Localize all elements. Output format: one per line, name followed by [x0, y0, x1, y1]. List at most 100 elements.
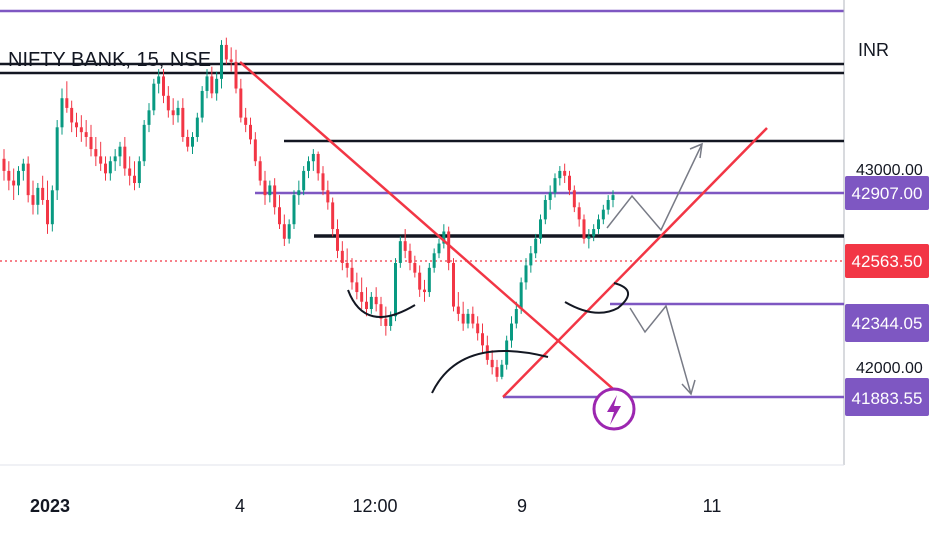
candle-down	[249, 124, 252, 140]
candles	[2, 37, 615, 382]
x-tick-2023: 2023	[30, 496, 70, 516]
candle-down	[224, 44, 228, 60]
candle-up	[205, 76, 209, 91]
candle-down	[403, 241, 407, 251]
candle-up	[50, 190, 54, 225]
candle-down	[360, 292, 364, 302]
candle-up	[510, 323, 513, 341]
candle-down	[273, 185, 277, 208]
x-tick-1200: 12:00	[352, 496, 397, 516]
candle-up	[548, 192, 552, 200]
candle-down	[476, 323, 480, 334]
candle-down	[31, 195, 35, 205]
candle-down	[79, 127, 83, 133]
candle-up	[152, 83, 156, 111]
candle-up	[432, 253, 436, 268]
candle-up	[195, 117, 199, 137]
candle-down	[452, 262, 455, 307]
candle-down	[379, 304, 383, 319]
candle-up	[398, 241, 402, 263]
candle-up	[606, 199, 610, 210]
candle-down	[408, 250, 412, 263]
candle-down	[229, 59, 233, 62]
candle-down	[481, 333, 484, 346]
candle-down	[316, 153, 320, 174]
candle-up	[311, 153, 315, 162]
candle-down	[65, 98, 69, 108]
price-label-support-text: 42344.05	[852, 314, 923, 333]
price-label-current: 42563.50	[845, 244, 929, 278]
bearish-arrow-head	[681, 379, 696, 396]
candle-down	[171, 110, 175, 116]
lightning-icon[interactable]	[592, 387, 636, 431]
symbol-title: NIFTY BANK, 15, NSE	[8, 49, 211, 71]
candle-up	[142, 124, 146, 162]
candle-down	[374, 296, 378, 305]
candle-up	[394, 262, 397, 317]
x-tick-9: 9	[517, 496, 527, 516]
candle-down	[253, 139, 257, 162]
candle-up	[601, 209, 605, 220]
bearish-projection-arrow	[629, 304, 692, 395]
candle-down	[582, 219, 586, 239]
candle-down	[123, 146, 127, 169]
x-tick-4: 4	[235, 496, 245, 516]
candle-up	[287, 224, 291, 239]
candle-down	[495, 367, 499, 377]
candle-up	[108, 161, 112, 174]
candle-up	[543, 199, 547, 220]
candle-down	[162, 76, 165, 96]
candle-down	[447, 231, 451, 263]
candle-down	[345, 262, 349, 268]
candle-up	[500, 364, 504, 377]
candle-up	[369, 296, 373, 310]
candle-up	[60, 98, 64, 128]
candle-up	[200, 90, 204, 118]
candle-down	[263, 180, 267, 196]
candle-down	[104, 163, 107, 174]
candle-down	[84, 132, 88, 137]
candle-up	[55, 127, 59, 191]
candle-up	[113, 156, 117, 162]
candle-down	[278, 207, 281, 225]
candle-up	[505, 340, 509, 365]
candle-up	[176, 107, 180, 116]
candle-up	[442, 231, 446, 244]
candle-up	[592, 229, 596, 237]
candle-down	[331, 202, 335, 230]
candle-down	[128, 168, 132, 176]
x-tick-11: 11	[703, 496, 722, 516]
candle-down	[46, 199, 49, 225]
candle-up	[519, 282, 523, 310]
candle-up	[558, 170, 562, 179]
price-label-lower-text: 41883.55	[852, 389, 923, 408]
candle-up	[215, 78, 219, 94]
candle-down	[99, 156, 103, 164]
candle-up	[514, 309, 518, 324]
candle-up	[21, 163, 25, 171]
candle-up	[157, 76, 161, 84]
bullish-arrow-head	[689, 142, 703, 159]
candle-down	[244, 117, 248, 125]
candle-up	[539, 219, 542, 239]
price-label-upper: 42907.00	[845, 176, 929, 210]
candle-down	[563, 170, 567, 176]
candle-up	[524, 265, 528, 283]
candle-down	[26, 163, 30, 196]
candle-down	[461, 313, 465, 324]
candle-up	[437, 243, 441, 254]
candle-down	[282, 224, 286, 239]
candle-down	[133, 175, 136, 184]
candle-down	[350, 267, 354, 283]
price-label-support: 42344.05	[845, 304, 929, 342]
candle-up	[118, 146, 122, 157]
axis-tick-hidden-lower: 42000.00	[856, 360, 923, 377]
candle-up	[587, 236, 591, 239]
candle-down	[384, 318, 388, 326]
candle-up	[268, 185, 272, 196]
candle-up	[292, 195, 296, 225]
candle-up	[302, 170, 306, 191]
candle-down	[239, 88, 243, 118]
